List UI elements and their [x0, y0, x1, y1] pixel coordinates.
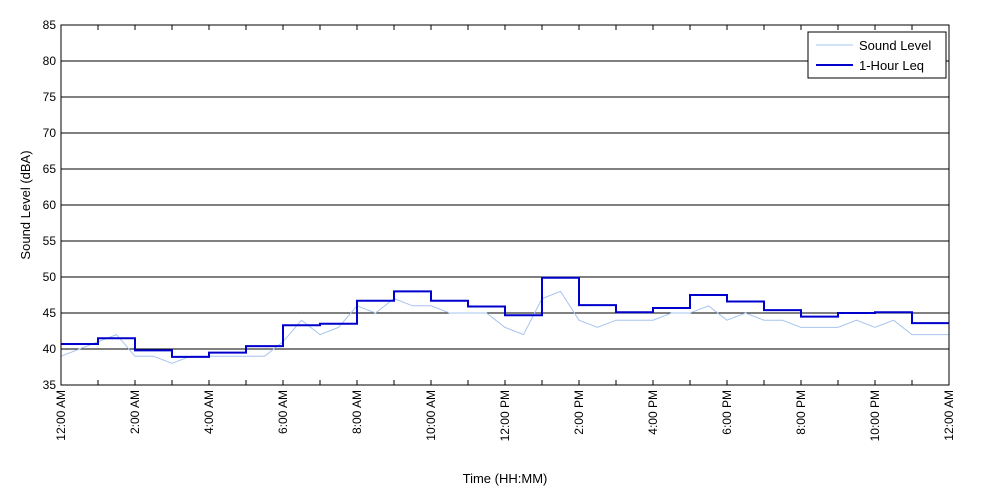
y-axis-ticks: 35 40 45 50 55 60 65 70 75 80 85 — [43, 18, 949, 392]
y-tick-label: 70 — [43, 126, 57, 140]
y-tick-label: 85 — [43, 18, 57, 32]
series-line-sound-level — [60, 290, 949, 364]
y-axis-label: Sound Level (dBA) — [18, 150, 33, 259]
x-tick-label: 4:00 PM — [646, 390, 660, 435]
x-tick-label: 2:00 PM — [572, 390, 586, 435]
x-tick-label: 12:00 AM — [54, 390, 68, 441]
y-tick-label: 80 — [43, 54, 57, 68]
x-tick-label: 8:00 PM — [794, 390, 808, 435]
legend-label-sound-level: Sound Level — [859, 38, 931, 53]
x-tick-label: 4:00 AM — [202, 390, 216, 434]
x-tick-label: 6:00 AM — [276, 390, 290, 434]
grid-lines — [61, 60, 949, 350]
y-tick-label: 75 — [43, 90, 57, 104]
y-tick-label: 60 — [43, 198, 57, 212]
x-tick-label: 6:00 PM — [720, 390, 734, 435]
y-tick-label: 35 — [43, 378, 57, 392]
legend-label-leq: 1-Hour Leq — [859, 58, 924, 73]
legend-box — [807, 31, 947, 79]
y-tick-label: 45 — [43, 306, 57, 320]
x-tick-label: 2:00 AM — [128, 390, 142, 434]
x-tick-label: 8:00 AM — [350, 390, 364, 434]
x-axis-ticks: 12:00 AM 2:00 AM 4:00 AM 6:00 AM 8:00 AM 10:0… — [54, 25, 956, 441]
y-tick-label: 50 — [43, 270, 57, 284]
x-axis-label: Time (HH:MM) — [463, 471, 548, 486]
legend: Sound Level 1-Hour Leq — [807, 31, 947, 79]
x-tick-label: 12:00 AM — [942, 390, 956, 441]
plot-series — [60, 276, 949, 364]
y-tick-label: 65 — [43, 162, 57, 176]
y-tick-label: 40 — [43, 342, 57, 356]
x-tick-label: 10:00 AM — [424, 390, 438, 441]
x-tick-label: 10:00 PM — [868, 390, 882, 441]
y-tick-label: 55 — [43, 234, 57, 248]
x-tick-label: 12:00 PM — [498, 390, 512, 441]
series-line-leq — [61, 276, 949, 358]
